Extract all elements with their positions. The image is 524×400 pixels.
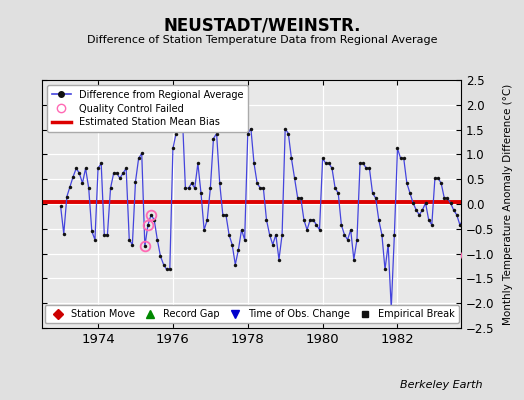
Text: NEUSTADT/WEINSTR.: NEUSTADT/WEINSTR. bbox=[163, 17, 361, 35]
Y-axis label: Monthly Temperature Anomaly Difference (°C): Monthly Temperature Anomaly Difference (… bbox=[503, 83, 513, 325]
Text: Difference of Station Temperature Data from Regional Average: Difference of Station Temperature Data f… bbox=[87, 35, 437, 45]
Text: Berkeley Earth: Berkeley Earth bbox=[400, 380, 482, 390]
Legend: Station Move, Record Gap, Time of Obs. Change, Empirical Break: Station Move, Record Gap, Time of Obs. C… bbox=[45, 305, 459, 323]
